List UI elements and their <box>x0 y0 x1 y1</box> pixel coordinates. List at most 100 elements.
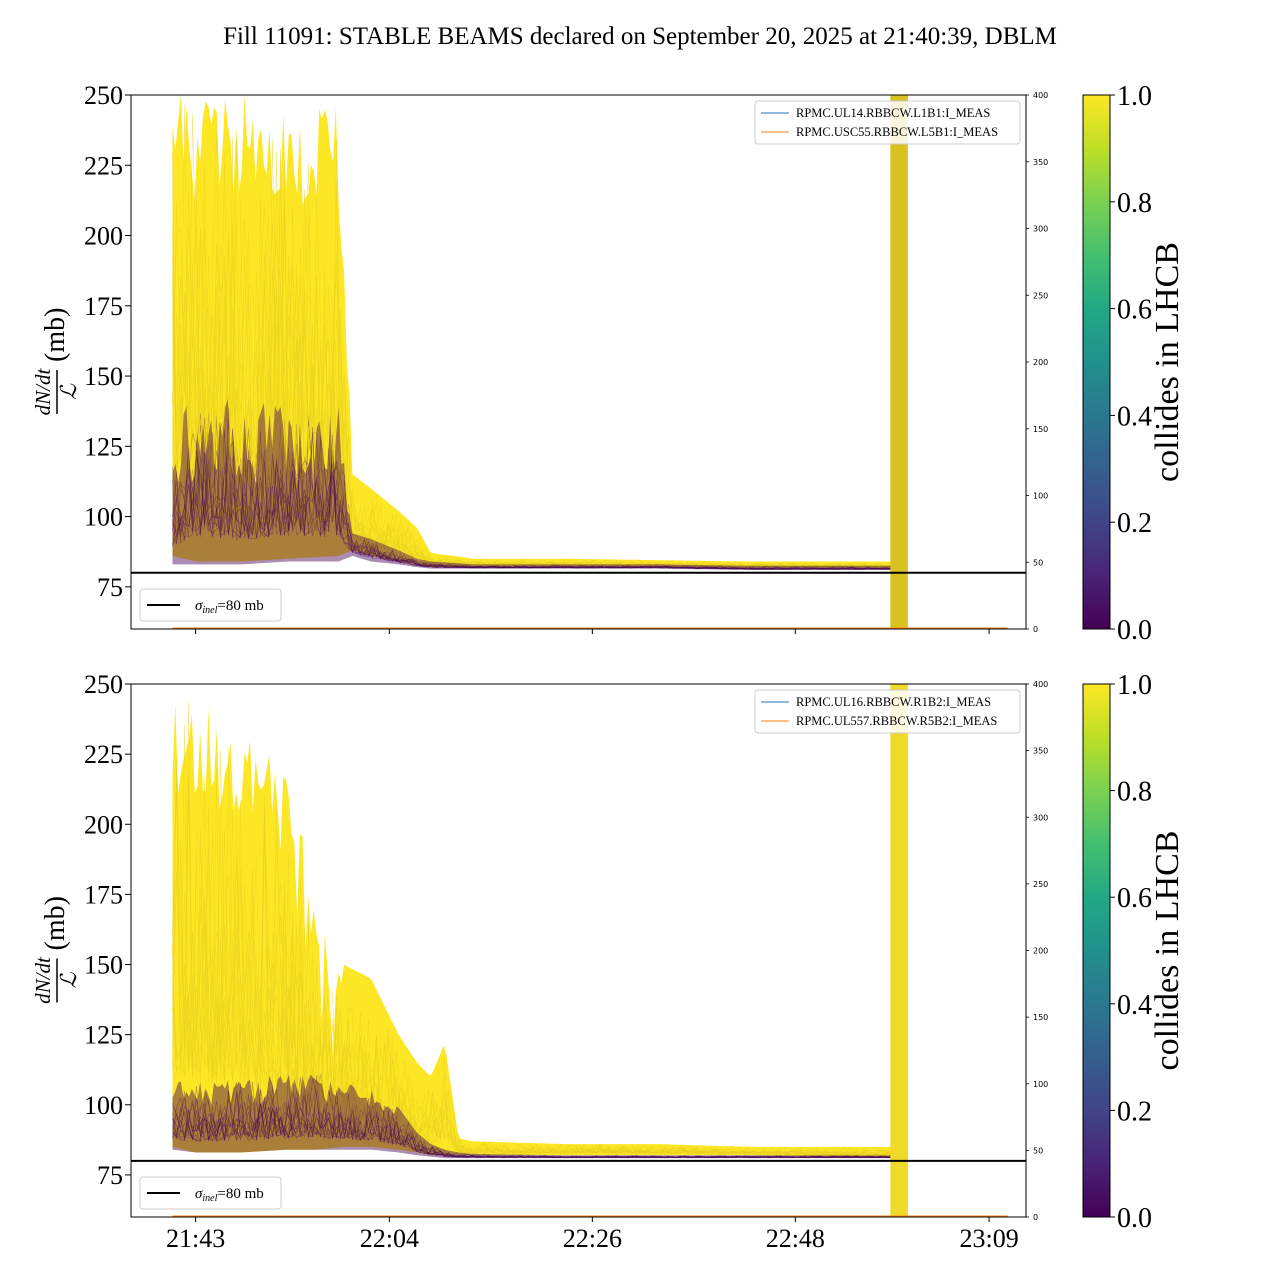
purple-trace-line <box>172 413 893 570</box>
end-of-fill-band <box>890 95 908 629</box>
purple-trace-line <box>172 1091 893 1159</box>
legend-box <box>754 100 1021 145</box>
x-tick-label: 22:26 <box>563 1224 622 1253</box>
y-tick-label: 250 <box>84 81 123 110</box>
legend-entry-label: RPMC.UL14.RBBCW.L1B1:I_MEAS <box>796 106 990 120</box>
purple-trace-line <box>172 408 893 570</box>
y2-tick-label: 50 <box>1033 1146 1043 1155</box>
purple-trace-line <box>172 1075 893 1159</box>
legend-box <box>139 1176 282 1210</box>
y-tick-label: 175 <box>84 880 123 909</box>
y-label-numerator: dN/dt <box>31 368 55 416</box>
colorbar-tick-label: 0.8 <box>1117 777 1152 808</box>
plot-area <box>131 684 1026 1217</box>
end-of-fill-band <box>890 684 908 1217</box>
figure-title: Fill 11091: STABLE BEAMS declared on Sep… <box>223 23 1057 50</box>
colorbar-gradient <box>1082 683 1111 1218</box>
y-tick-label: 200 <box>84 222 123 251</box>
x-tick-label: 22:04 <box>360 1224 419 1253</box>
y-tick-label: 225 <box>84 151 123 180</box>
y-tick-label: 150 <box>84 951 123 980</box>
purple-trace-line <box>172 1085 893 1159</box>
y2-tick-label: 200 <box>1033 947 1048 956</box>
y2-tick-label: 400 <box>1033 91 1048 100</box>
x-tick-label: 23:09 <box>959 1224 1018 1253</box>
colorbar-tick-label: 0.2 <box>1117 1096 1152 1127</box>
purple-trace-line <box>172 427 893 570</box>
yellow-trace-line <box>172 151 893 568</box>
yellow-trace-envelope <box>172 704 893 1157</box>
colorbar-tick-label: 0.8 <box>1117 188 1152 219</box>
y-tick-label: 125 <box>84 432 123 461</box>
purple-trace-line <box>172 1078 893 1159</box>
yellow-trace-line <box>172 760 893 1156</box>
purple-trace-line <box>172 417 893 570</box>
y-label-denominator: ℒ <box>56 383 81 400</box>
y2-tick-label: 250 <box>1033 880 1048 889</box>
y2-tick-label: 300 <box>1033 225 1048 234</box>
y-tick-label: 100 <box>84 503 123 532</box>
legend-entry-label: RPMC.UL557.RBBCW.R5B2:I_MEAS <box>796 714 997 728</box>
colorbar-tick-label: 0.4 <box>1117 990 1152 1021</box>
legend-currents: RPMC.UL16.RBBCW.R1B2:I_MEAS RPMC.UL557.RB… <box>754 689 1021 734</box>
purple-trace-line <box>172 1090 893 1159</box>
purple-trace-line <box>172 1075 893 1159</box>
purple-trace-envelope <box>172 1074 893 1159</box>
colorbar-label: collides in LHCB <box>1149 831 1186 1071</box>
y-tick-label: 200 <box>84 810 123 839</box>
y-label-unit: (mb) <box>40 896 71 950</box>
y-tick-label: 100 <box>84 1091 123 1120</box>
purple-trace-line <box>172 428 893 570</box>
legend-entry-label: RPMC.UL16.RBBCW.R1B2:I_MEAS <box>796 695 991 709</box>
legend-sigma: σinel=80 mb <box>139 588 282 622</box>
y-tick-label: 225 <box>84 740 123 769</box>
yellow-trace-line <box>172 113 893 568</box>
colorbar-gradient <box>1082 94 1111 630</box>
y-tick-label: 150 <box>84 362 123 391</box>
y-label-numerator: dN/dt <box>31 956 55 1004</box>
plot-area <box>131 95 1026 629</box>
purple-trace-line <box>172 432 893 570</box>
y-tick-label: 75 <box>97 1161 123 1190</box>
purple-trace-line <box>172 412 893 570</box>
y2-tick-label: 250 <box>1033 291 1048 300</box>
colorbar-label: collides in LHCB <box>1149 242 1186 482</box>
purple-trace-line <box>172 1081 893 1159</box>
yellow-trace-line <box>172 763 893 1156</box>
y2-tick-label: 150 <box>1033 425 1048 434</box>
colorbar-tick-label: 0.6 <box>1117 883 1152 914</box>
y-tick-label: 175 <box>84 292 123 321</box>
y2-tick-label: 150 <box>1033 1013 1048 1022</box>
bottom-colorbar: 0.0 0.2 0.4 0.6 0.8 1.0 collides in LHCB <box>1082 670 1186 1234</box>
colorbar-tick-label: 1.0 <box>1117 81 1152 112</box>
y2-tick-label: 0 <box>1033 625 1038 634</box>
y-tick-label: 75 <box>97 573 123 602</box>
colorbar-tick-label: 0.0 <box>1117 615 1152 646</box>
legend-box <box>754 689 1021 734</box>
y-axis-label: dN/dt ℒ (mb) <box>31 896 81 1004</box>
purple-trace-line <box>172 1090 893 1159</box>
purple-trace-line <box>172 416 893 570</box>
y2-tick-label: 200 <box>1033 358 1048 367</box>
y2-tick-label: 100 <box>1033 1080 1048 1089</box>
y-label-denominator: ℒ <box>56 971 81 988</box>
bottom-panel: 75 100 125 150 175 200 225 250 0 50 100 150 200 250 30… <box>31 670 1048 1253</box>
legend-sigma: σinel=80 mb <box>139 1176 282 1210</box>
y2-tick-label: 350 <box>1033 158 1048 167</box>
y2-tick-label: 0 <box>1033 1213 1038 1222</box>
purple-trace-envelope <box>172 398 893 570</box>
purple-trace-line <box>172 1074 893 1159</box>
legend-box <box>139 588 282 622</box>
sigma-legend-label: σinel=80 mb <box>195 598 264 616</box>
purple-trace-line <box>172 1086 893 1159</box>
yellow-trace-line <box>172 804 893 1156</box>
purple-trace-line <box>172 1085 893 1158</box>
x-tick-label: 22:48 <box>766 1224 825 1253</box>
colorbar-tick-label: 0.0 <box>1117 1203 1152 1234</box>
y-tick-label: 125 <box>84 1021 123 1050</box>
y2-tick-label: 100 <box>1033 492 1048 501</box>
top-panel: 75 100 125 150 175 200 225 250 0 50 100 150 200 250 30… <box>31 81 1048 634</box>
colorbar-tick-label: 0.4 <box>1117 401 1152 432</box>
y-tick-label: 250 <box>84 670 123 699</box>
legend-currents: RPMC.UL14.RBBCW.L1B1:I_MEAS RPMC.USC55.RB… <box>754 100 1021 145</box>
